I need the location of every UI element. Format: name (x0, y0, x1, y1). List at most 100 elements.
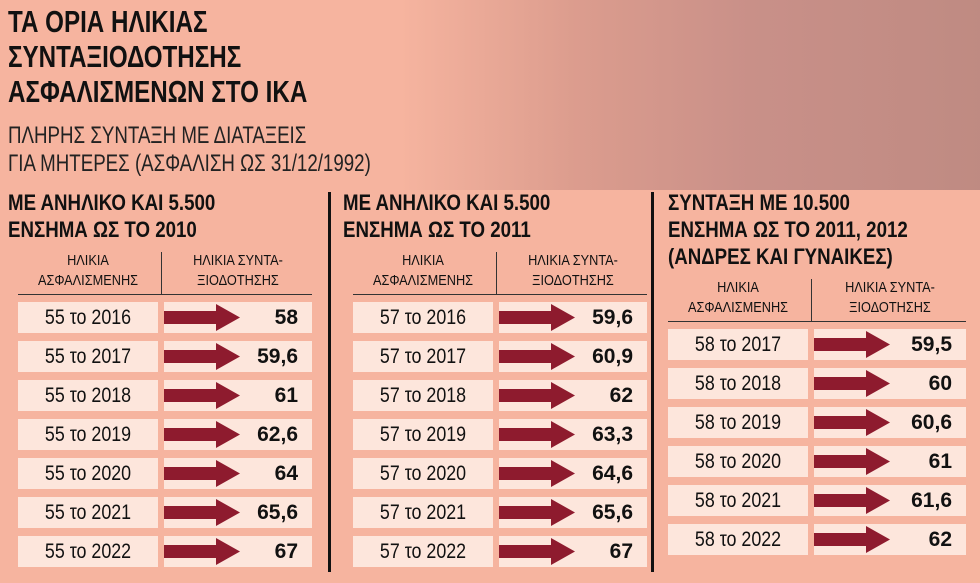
panel-title: ΕΝΣΗΜΑ ΩΣ ΤΟ 2010 (8, 217, 197, 242)
age-insured: 57 το 2018 (379, 384, 467, 407)
column-header: ΞΙΟΔΟΤΗΣΗΣ (197, 272, 279, 289)
arrow (499, 421, 575, 448)
arrow (164, 304, 240, 331)
pension-age: 64 (274, 462, 298, 485)
header-rule (18, 294, 312, 295)
column-header: ΗΛΙΚΙΑ ΣΥΝΤΑ- (528, 252, 618, 269)
arrow (164, 421, 240, 448)
header-sep (496, 252, 497, 294)
arrow-shape (499, 382, 575, 409)
arrow (814, 448, 890, 475)
left-cell (668, 446, 808, 477)
arrow (814, 526, 890, 553)
pension-age: 67 (274, 540, 298, 563)
arrow-shape (164, 499, 240, 526)
header-sep (161, 252, 162, 294)
title-line: ΑΣΦΑΛΙΣΜΕΝΩΝ ΣΤΟ ΙΚΑ (8, 74, 308, 109)
age-insured: 57 το 2016 (379, 306, 467, 329)
pension-age: 63,3 (592, 423, 633, 446)
left-cell (668, 368, 808, 399)
age-insured: 58 το 2020 (694, 450, 782, 473)
left-cell (668, 329, 808, 360)
background-photo (400, 0, 980, 190)
age-insured: 55 το 2017 (44, 345, 132, 368)
column-header: ΞΙΟΔΟΤΗΣΗΣ (849, 299, 931, 316)
header-sep (811, 279, 812, 321)
age-insured: 57 το 2022 (379, 540, 467, 563)
arrow (499, 343, 575, 370)
arrow (164, 382, 240, 409)
column-header: ΗΛΙΚΙΑ ΣΥΝΤΑ- (193, 252, 283, 269)
left-cell (18, 536, 158, 567)
panel-title: ΜΕ ΑΝΗΛΙΚΟ ΚΑΙ 5.500 (343, 190, 551, 215)
arrow-shape (814, 526, 890, 553)
pension-age: 60,6 (911, 411, 952, 434)
column-header: ΗΛΙΚΙΑ ΣΥΝΤΑ- (845, 279, 935, 296)
left-cell (18, 341, 158, 372)
left-cell (18, 302, 158, 333)
age-insured: 58 το 2021 (694, 489, 782, 512)
arrow (164, 343, 240, 370)
arrow-shape (499, 499, 575, 526)
left-cell (353, 380, 493, 411)
arrow-shape (499, 460, 575, 487)
left-cell (668, 524, 808, 555)
left-cell (18, 458, 158, 489)
arrow (164, 460, 240, 487)
pension-age: 62,6 (257, 423, 298, 446)
arrow (164, 499, 240, 526)
left-cell (353, 497, 493, 528)
arrow-shape (499, 538, 575, 565)
panel-title: ΣΥΝΤΑΞΗ ΜΕ 10.500 (668, 190, 850, 215)
left-cell (668, 407, 808, 438)
arrow (499, 304, 575, 331)
column-header: ΞΙΟΔΟΤΗΣΗΣ (532, 272, 614, 289)
arrow-shape (164, 304, 240, 331)
header-rule (668, 321, 966, 322)
left-cell (18, 497, 158, 528)
divider (328, 192, 331, 572)
age-insured: 55 το 2020 (44, 462, 132, 485)
left-cell (668, 485, 808, 516)
age-insured: 58 το 2022 (694, 528, 782, 551)
arrow-shape (499, 421, 575, 448)
title-line: ΤΑ ΟΡΙΑ ΗΛΙΚΙΑΣ (8, 4, 208, 39)
pension-age: 61 (928, 450, 952, 473)
age-insured: 58 το 2017 (694, 333, 782, 356)
panel-title: ΕΝΣΗΜΑ ΩΣ ΤΟ 2011 (343, 217, 531, 242)
column-header: ΑΣΦΑΛΙΣΜΕΝΗΣ (372, 272, 474, 289)
subtitle-line: ΓΙΑ ΜΗΤΕΡΕΣ (ΑΣΦΑΛΙΣΗ ΩΣ 31/12/1992) (8, 150, 371, 177)
age-insured: 55 το 2019 (44, 423, 132, 446)
left-cell (353, 341, 493, 372)
panel-title: ΕΝΣΗΜΑ ΩΣ ΤΟ 2011, 2012 (668, 217, 908, 242)
left-cell (18, 419, 158, 450)
arrow (499, 460, 575, 487)
pension-age: 58 (274, 306, 298, 329)
age-insured: 55 το 2018 (44, 384, 132, 407)
pension-age: 59,5 (911, 333, 952, 356)
age-insured: 57 το 2019 (379, 423, 467, 446)
arrow-shape (814, 409, 890, 436)
arrow-shape (164, 460, 240, 487)
left-cell (353, 302, 493, 333)
age-insured: 55 το 2016 (44, 306, 132, 329)
left-cell (353, 536, 493, 567)
arrow (499, 499, 575, 526)
column-header: ΑΣΦΑΛΙΣΜΕΝΗΣ (687, 299, 789, 316)
age-insured: 57 το 2021 (379, 501, 467, 524)
pension-age: 62 (928, 528, 952, 551)
column-header: ΗΛΙΚΙΑ (67, 252, 109, 269)
pension-age: 64,6 (592, 462, 633, 485)
left-cell (18, 380, 158, 411)
pension-age: 59,6 (592, 306, 633, 329)
pension-age: 65,6 (257, 501, 298, 524)
arrow (814, 331, 890, 358)
arrow-shape (814, 487, 890, 514)
age-insured: 58 το 2018 (694, 372, 782, 395)
age-insured: 57 το 2020 (379, 462, 467, 485)
pension-age: 59,6 (257, 345, 298, 368)
arrow (814, 409, 890, 436)
arrow (164, 538, 240, 565)
pension-age: 61 (274, 384, 298, 407)
